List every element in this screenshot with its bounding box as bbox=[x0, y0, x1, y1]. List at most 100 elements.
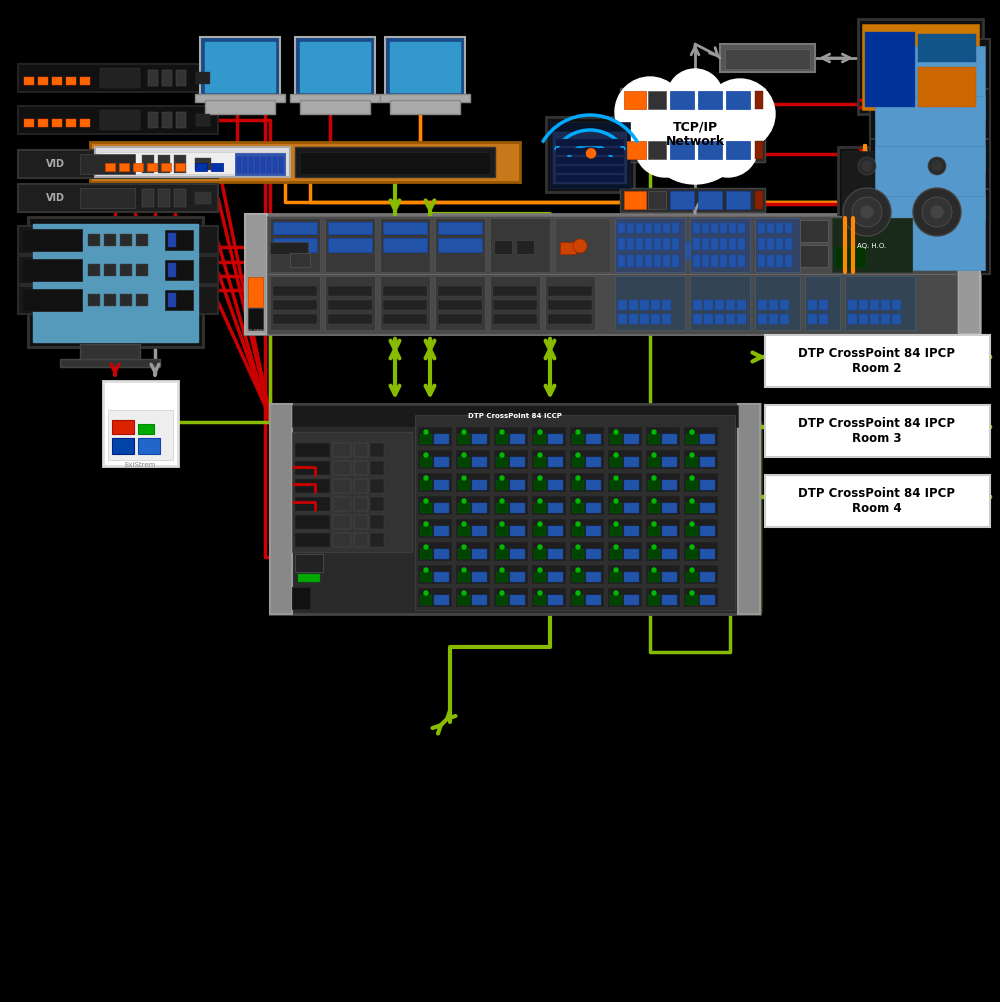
FancyBboxPatch shape bbox=[458, 572, 470, 582]
FancyBboxPatch shape bbox=[608, 473, 642, 492]
FancyBboxPatch shape bbox=[845, 276, 915, 330]
FancyBboxPatch shape bbox=[646, 473, 680, 492]
FancyBboxPatch shape bbox=[586, 549, 601, 559]
FancyBboxPatch shape bbox=[494, 519, 528, 538]
Circle shape bbox=[690, 545, 694, 549]
FancyBboxPatch shape bbox=[702, 223, 709, 233]
FancyBboxPatch shape bbox=[755, 191, 763, 209]
FancyBboxPatch shape bbox=[686, 526, 698, 536]
FancyBboxPatch shape bbox=[636, 255, 643, 267]
FancyBboxPatch shape bbox=[700, 549, 715, 559]
FancyBboxPatch shape bbox=[702, 255, 709, 267]
FancyBboxPatch shape bbox=[651, 300, 660, 310]
FancyBboxPatch shape bbox=[383, 222, 427, 234]
FancyBboxPatch shape bbox=[725, 49, 810, 69]
FancyBboxPatch shape bbox=[418, 473, 452, 492]
FancyBboxPatch shape bbox=[18, 106, 218, 134]
FancyBboxPatch shape bbox=[624, 91, 646, 109]
FancyBboxPatch shape bbox=[610, 503, 622, 513]
FancyBboxPatch shape bbox=[354, 533, 368, 547]
FancyBboxPatch shape bbox=[646, 588, 680, 607]
FancyBboxPatch shape bbox=[548, 526, 563, 536]
FancyBboxPatch shape bbox=[767, 255, 774, 267]
FancyBboxPatch shape bbox=[895, 29, 975, 34]
FancyBboxPatch shape bbox=[270, 404, 292, 614]
FancyBboxPatch shape bbox=[769, 314, 778, 324]
FancyBboxPatch shape bbox=[618, 300, 627, 310]
FancyBboxPatch shape bbox=[494, 240, 512, 254]
FancyBboxPatch shape bbox=[438, 238, 482, 252]
FancyBboxPatch shape bbox=[610, 434, 622, 444]
Circle shape bbox=[652, 499, 656, 503]
FancyBboxPatch shape bbox=[162, 70, 172, 86]
FancyBboxPatch shape bbox=[548, 595, 563, 605]
FancyBboxPatch shape bbox=[663, 255, 670, 267]
FancyBboxPatch shape bbox=[383, 238, 427, 252]
FancyBboxPatch shape bbox=[875, 46, 985, 120]
FancyBboxPatch shape bbox=[686, 457, 698, 467]
FancyBboxPatch shape bbox=[510, 434, 525, 444]
FancyBboxPatch shape bbox=[832, 218, 912, 272]
FancyBboxPatch shape bbox=[684, 588, 718, 607]
FancyBboxPatch shape bbox=[686, 595, 698, 605]
FancyBboxPatch shape bbox=[420, 503, 432, 513]
FancyBboxPatch shape bbox=[104, 294, 116, 306]
FancyBboxPatch shape bbox=[270, 242, 308, 254]
FancyBboxPatch shape bbox=[684, 496, 718, 515]
FancyBboxPatch shape bbox=[354, 515, 368, 529]
FancyBboxPatch shape bbox=[383, 286, 427, 296]
FancyBboxPatch shape bbox=[534, 480, 546, 490]
FancyBboxPatch shape bbox=[95, 147, 290, 177]
FancyBboxPatch shape bbox=[418, 427, 452, 446]
Circle shape bbox=[614, 568, 618, 572]
Circle shape bbox=[576, 499, 580, 503]
Text: TCP/IP
Network: TCP/IP Network bbox=[665, 120, 725, 148]
FancyBboxPatch shape bbox=[295, 147, 495, 177]
FancyBboxPatch shape bbox=[33, 224, 198, 342]
FancyBboxPatch shape bbox=[700, 526, 715, 536]
FancyBboxPatch shape bbox=[235, 153, 285, 175]
Circle shape bbox=[576, 591, 580, 595]
FancyBboxPatch shape bbox=[18, 256, 218, 284]
FancyBboxPatch shape bbox=[354, 479, 368, 493]
Circle shape bbox=[500, 430, 504, 434]
FancyBboxPatch shape bbox=[624, 457, 639, 467]
FancyBboxPatch shape bbox=[553, 132, 627, 184]
FancyBboxPatch shape bbox=[618, 314, 627, 324]
FancyBboxPatch shape bbox=[434, 549, 449, 559]
FancyBboxPatch shape bbox=[138, 438, 160, 454]
FancyBboxPatch shape bbox=[663, 223, 670, 233]
FancyBboxPatch shape bbox=[295, 461, 330, 475]
FancyBboxPatch shape bbox=[662, 572, 677, 582]
FancyBboxPatch shape bbox=[493, 300, 537, 310]
Circle shape bbox=[690, 430, 694, 434]
FancyBboxPatch shape bbox=[646, 496, 680, 515]
FancyBboxPatch shape bbox=[570, 473, 604, 492]
FancyBboxPatch shape bbox=[586, 595, 601, 605]
FancyBboxPatch shape bbox=[120, 234, 132, 246]
FancyBboxPatch shape bbox=[662, 526, 677, 536]
FancyBboxPatch shape bbox=[662, 503, 677, 513]
FancyBboxPatch shape bbox=[112, 420, 134, 434]
FancyBboxPatch shape bbox=[354, 443, 368, 457]
FancyBboxPatch shape bbox=[672, 223, 679, 233]
FancyBboxPatch shape bbox=[165, 230, 193, 250]
FancyBboxPatch shape bbox=[726, 241, 750, 259]
Circle shape bbox=[538, 476, 542, 480]
FancyBboxPatch shape bbox=[18, 64, 218, 92]
FancyBboxPatch shape bbox=[684, 519, 718, 538]
FancyBboxPatch shape bbox=[510, 480, 525, 490]
FancyBboxPatch shape bbox=[158, 189, 170, 207]
FancyBboxPatch shape bbox=[555, 218, 610, 272]
Circle shape bbox=[652, 545, 656, 549]
FancyBboxPatch shape bbox=[66, 119, 76, 127]
FancyBboxPatch shape bbox=[648, 434, 660, 444]
FancyBboxPatch shape bbox=[100, 110, 140, 130]
FancyBboxPatch shape bbox=[645, 223, 652, 233]
FancyBboxPatch shape bbox=[383, 314, 427, 324]
FancyBboxPatch shape bbox=[654, 238, 661, 250]
FancyBboxPatch shape bbox=[819, 300, 828, 310]
FancyBboxPatch shape bbox=[648, 241, 666, 259]
FancyBboxPatch shape bbox=[300, 152, 490, 174]
FancyBboxPatch shape bbox=[910, 182, 960, 192]
